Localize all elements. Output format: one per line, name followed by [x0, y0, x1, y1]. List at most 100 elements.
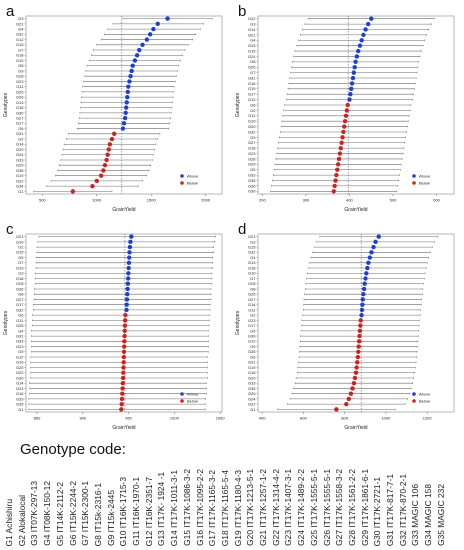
y-tick-label: G32: [16, 307, 24, 312]
y-tick-label: G9: [250, 344, 256, 349]
data-point: [125, 292, 130, 297]
y-tick-label: G29: [248, 162, 256, 167]
row-G29: G29: [248, 162, 402, 167]
data-point: [102, 163, 108, 168]
y-tick-label: G21: [248, 234, 256, 239]
data-point: [151, 26, 156, 32]
row-G12: G12: [248, 97, 413, 102]
y-tick-label: G21: [16, 21, 24, 26]
row-G16: G16: [248, 370, 416, 375]
row-G25: G25: [248, 292, 423, 297]
row-G17: G17: [248, 323, 420, 328]
x-tick-label: 800: [341, 416, 348, 421]
y-tick-label: G16: [16, 391, 24, 396]
row-G25: G25: [16, 323, 210, 328]
data-point: [137, 47, 142, 53]
genotype-code-item: G10 IT16K-1715-3: [118, 476, 129, 546]
row-G2: G2: [18, 136, 159, 141]
data-point: [335, 162, 341, 167]
row-G17: G17: [16, 121, 170, 126]
data-point: [122, 339, 127, 344]
row-G27: G27: [248, 140, 406, 145]
y-tick-label: G31: [16, 131, 24, 136]
y-tick-label: G15: [16, 250, 24, 255]
x-axis-label: GrainYield: [112, 207, 135, 213]
row-G3: G3: [18, 271, 213, 276]
row-G10: G10: [248, 119, 409, 124]
data-point: [94, 178, 99, 184]
data-point: [121, 121, 127, 126]
row-G12: G12: [248, 339, 419, 344]
row-G7: G7: [250, 70, 418, 75]
row-G24: G24: [248, 54, 421, 59]
row-G22: G22: [248, 16, 435, 21]
data-point: [122, 323, 128, 328]
y-tick-label: G6: [250, 354, 256, 359]
row-G28: G28: [248, 281, 424, 286]
row-G10: G10: [248, 271, 426, 276]
y-tick-label: G2: [250, 108, 256, 113]
y-tick-label: G20: [248, 375, 256, 380]
data-point: [350, 75, 356, 81]
row-G24: G24: [16, 386, 207, 391]
data-point: [134, 53, 140, 58]
y-tick-label: G15: [248, 244, 256, 249]
data-point: [155, 21, 160, 27]
legend-marker: [180, 174, 184, 178]
data-point: [361, 286, 367, 292]
genotype-code-item: G17 IT17K-1165-3-2: [207, 469, 218, 546]
y-tick-label: G4: [18, 328, 24, 333]
y-tick-label: G28: [248, 156, 256, 161]
data-point: [122, 115, 128, 121]
genotype-code-item: G30 IT17K-2721-1: [372, 476, 383, 546]
data-point: [334, 407, 339, 412]
x-tick-label: 200: [259, 198, 266, 203]
row-G2: G2: [250, 313, 421, 318]
y-tick-label: G6: [250, 102, 256, 107]
data-point: [345, 102, 350, 108]
y-tick-label: G35: [16, 168, 24, 173]
y-tick-label: G3: [18, 16, 24, 21]
legend-marker: [412, 392, 416, 396]
data-point: [347, 97, 352, 102]
y-tick-label: G15: [16, 42, 24, 47]
y-tick-label: G26: [248, 183, 256, 188]
panel-label: a: [6, 3, 15, 20]
row-G12: G12: [16, 354, 208, 359]
plot-frame: [25, 233, 223, 413]
data-point: [357, 43, 363, 48]
row-G19: G19: [16, 360, 208, 365]
y-tick-label: G30: [248, 333, 256, 338]
y-tick-label: G28: [16, 74, 24, 79]
data-point: [359, 38, 364, 43]
row-G16: G16: [248, 81, 416, 86]
row-G3: G3: [250, 239, 435, 244]
row-G5: G5: [18, 255, 214, 260]
y-tick-label: G6: [18, 126, 24, 131]
data-point: [362, 281, 367, 286]
legend: Above Below: [180, 391, 199, 403]
genotype-code-item: G21 IT17K-1257-1-2: [258, 469, 268, 546]
row-G5: G5: [250, 328, 419, 333]
legend-marker: [412, 399, 416, 403]
y-tick-label: G23: [16, 79, 24, 84]
x-axis-label: GrainYield: [344, 425, 367, 431]
y-tick-label: G5: [250, 328, 256, 333]
row-G30: G30: [248, 333, 419, 338]
y-tick-label: G25: [16, 323, 24, 328]
row-G1: G1: [18, 189, 113, 194]
y-tick-label: G12: [16, 37, 24, 42]
row-G4: G4: [18, 26, 201, 32]
y-tick-label: G12: [16, 354, 24, 359]
genotype-code-item: G18 IT17K-1165-5-4: [219, 469, 230, 546]
y-tick-label: G31: [248, 75, 256, 80]
legend-label: Below: [187, 398, 198, 403]
row-G19: G19: [248, 365, 416, 370]
panel-c: c Genotypes GrainYield 850 900 950 1000 1050 G21…: [0, 218, 232, 436]
row-G7: G7: [250, 276, 425, 281]
y-tick-label: G2: [18, 244, 24, 249]
data-point: [119, 396, 125, 402]
row-G20: G20: [16, 147, 155, 152]
row-G13: G13: [248, 260, 428, 265]
y-tick-label: G35: [16, 402, 24, 407]
